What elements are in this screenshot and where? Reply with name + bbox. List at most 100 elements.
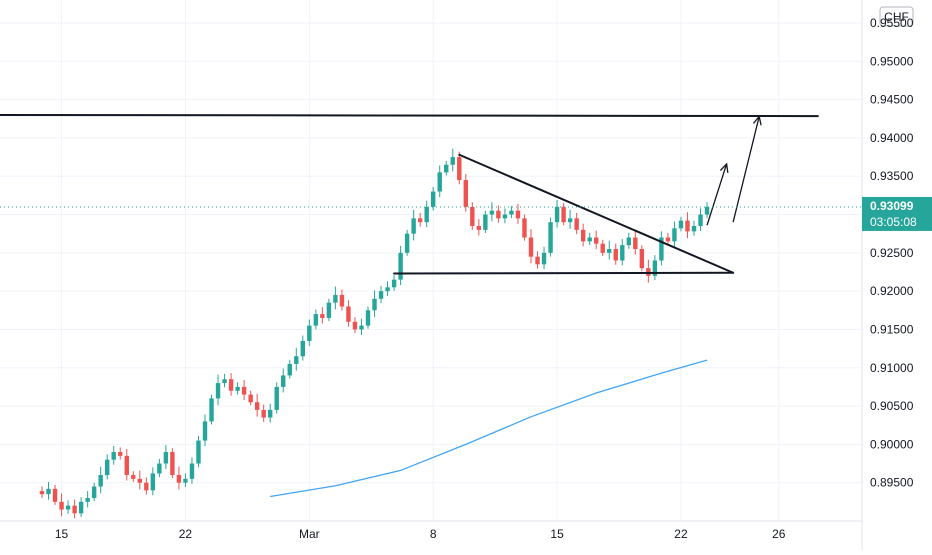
candle-up: [431, 186, 436, 211]
candle-body: [378, 291, 384, 299]
candle-body: [385, 287, 390, 292]
candle-body: [528, 237, 534, 257]
candle-body: [554, 206, 560, 223]
candle-body: [613, 249, 618, 261]
candle-down: [417, 212, 423, 227]
price-tick-label: 0.91500: [870, 322, 914, 336]
price-tick-label: 0.94000: [870, 131, 914, 145]
candle-up: [698, 208, 703, 231]
candle-body: [496, 210, 501, 219]
current-price-label-bg: [862, 196, 932, 231]
candle-up: [287, 360, 292, 379]
candle-down: [170, 448, 175, 479]
candle-body: [339, 294, 345, 307]
moving-average-layer: [270, 359, 708, 498]
candle-up: [489, 202, 495, 222]
candle-down: [248, 390, 253, 406]
candle-body: [78, 501, 84, 514]
candle-up: [672, 221, 677, 247]
price-tick-label: 0.90500: [870, 399, 914, 413]
candle-body: [652, 260, 658, 276]
candle-body: [118, 452, 123, 456]
candle-body: [176, 475, 182, 483]
candle-down: [320, 307, 325, 324]
arrow-head: [752, 115, 762, 126]
candle-up: [215, 374, 221, 406]
candle-body: [359, 325, 364, 330]
candle-body: [222, 379, 227, 384]
currency-badge[interactable]: [879, 6, 914, 27]
candle-down: [261, 404, 266, 422]
candle-up: [444, 160, 449, 176]
candle-up: [105, 454, 110, 480]
candle-up: [313, 309, 319, 330]
candle-body: [704, 206, 710, 215]
arrow-shaft: [732, 116, 760, 223]
time-tick-label: 8: [430, 527, 437, 541]
candle-body: [333, 294, 338, 303]
candle-down: [72, 499, 77, 519]
candle-body: [372, 298, 377, 311]
candle-up: [398, 245, 403, 286]
projection-arrow-short: [706, 162, 729, 226]
candle-body: [72, 505, 77, 514]
candle-body: [535, 256, 540, 265]
candle-up: [111, 445, 116, 465]
candle-body: [98, 475, 103, 487]
price-tick-label: 0.95000: [870, 54, 914, 68]
candle-up: [359, 318, 364, 335]
candle-body: [515, 210, 521, 219]
candle-up: [652, 255, 658, 281]
candle-body: [587, 237, 592, 242]
candle-up: [626, 232, 631, 249]
candle-down: [144, 477, 149, 495]
candle-down: [176, 466, 182, 490]
candle-body: [346, 306, 351, 322]
candle-up: [300, 335, 305, 361]
candle-body: [548, 222, 553, 253]
candle-up: [365, 306, 371, 329]
price-tick-label: 0.93500: [870, 169, 914, 183]
candle-up: [333, 286, 338, 310]
time-tick-label: 26: [772, 527, 786, 541]
candle-body: [574, 218, 579, 230]
candle-body: [85, 498, 90, 502]
price-tick-label: 0.92000: [870, 284, 914, 298]
candle-body: [483, 214, 488, 230]
candle-body: [522, 218, 527, 238]
candle-body: [287, 363, 292, 376]
candle-body: [417, 218, 423, 223]
candle-up: [163, 445, 169, 470]
candle-body: [274, 386, 279, 410]
candle-body: [567, 218, 573, 223]
candle-body: [404, 233, 410, 253]
candle-body: [105, 459, 110, 476]
arrow-head: [719, 162, 729, 173]
candle-body: [463, 180, 468, 207]
candle-up: [424, 200, 429, 228]
candle-body: [313, 314, 319, 326]
candle-body: [672, 228, 677, 242]
candle-body: [437, 172, 442, 192]
time-tick-label: Mar: [299, 527, 320, 541]
candle-body: [365, 310, 371, 326]
candle-body: [307, 325, 312, 341]
candle-body: [665, 237, 671, 242]
arrow-shaft: [706, 163, 728, 226]
candle-up: [411, 209, 416, 241]
candle-body: [170, 452, 175, 476]
candle-body: [594, 237, 599, 244]
candle-body: [398, 252, 403, 280]
candle-up: [587, 232, 592, 246]
candle-down: [580, 223, 586, 247]
candle-down: [39, 486, 45, 498]
candle-up: [607, 240, 612, 260]
candle-up: [502, 208, 508, 224]
candle-up: [294, 347, 299, 371]
price-tick-label: 0.92500: [870, 246, 914, 260]
candle-down: [131, 471, 136, 482]
candle-up: [548, 217, 553, 257]
candle-body: [626, 237, 631, 246]
drawings-layer: [0, 113, 819, 275]
